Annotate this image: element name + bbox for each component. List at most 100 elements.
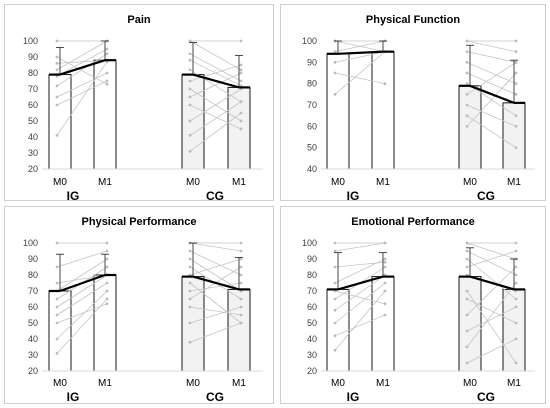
bar (502, 288, 526, 372)
individual-point (105, 257, 109, 261)
chart-panel-physical-function: Physical Function 40 50 60 70 80 90 100 M0 M1 IG M0… (280, 4, 546, 201)
group-label: IG (347, 390, 360, 403)
individual-point (514, 241, 518, 245)
y-tick-label: 50 (28, 318, 38, 328)
bar (371, 51, 395, 170)
group-label: IG (67, 189, 80, 200)
individual-point (465, 124, 469, 128)
individual-point (239, 313, 243, 317)
individual-line (189, 72, 242, 98)
individual-point (239, 273, 243, 277)
individual-point (188, 321, 192, 325)
y-tick-label: 60 (28, 100, 38, 110)
individual-point (333, 321, 337, 325)
y-tick-label: 40 (307, 334, 317, 344)
individual-line (56, 72, 108, 98)
individual-line (189, 306, 242, 324)
mean-line (192, 275, 240, 291)
individual-point (383, 241, 387, 245)
individual-point (333, 60, 337, 64)
y-tick-label: 40 (28, 334, 38, 344)
individual-line (189, 306, 242, 316)
individual-point (188, 103, 192, 107)
individual-line (56, 40, 108, 71)
individual-point (514, 281, 518, 285)
individual-point (239, 241, 243, 245)
x-tick-label: M0 (53, 378, 67, 389)
individual-point (465, 361, 469, 365)
individual-line (466, 250, 517, 276)
individual-point (105, 297, 109, 301)
group-label: CG (206, 189, 224, 200)
individual-line (56, 56, 108, 85)
individual-point (188, 87, 192, 91)
y-tick-label: 70 (28, 286, 38, 296)
individual-point (383, 281, 387, 285)
individual-point (383, 313, 387, 317)
individual-point (514, 60, 518, 64)
individual-line (466, 242, 517, 260)
individual-point (333, 92, 337, 96)
individual-point (514, 297, 518, 301)
individual-line (56, 59, 108, 64)
individual-point (514, 361, 518, 365)
individual-point (383, 302, 387, 306)
individual-point (514, 265, 518, 269)
individual-line (466, 40, 517, 53)
individual-line (56, 282, 108, 316)
individual-point (465, 82, 469, 86)
x-tick-label: M1 (98, 378, 112, 389)
individual-point (55, 265, 59, 269)
individual-point (188, 39, 192, 43)
y-tick-label: 100 (302, 36, 317, 46)
individual-point (383, 289, 387, 293)
individual-line (56, 290, 108, 340)
individual-point (383, 257, 387, 261)
individual-point (465, 297, 469, 301)
x-tick-label: M0 (331, 177, 345, 188)
individual-point (514, 50, 518, 54)
individual-point (55, 305, 59, 309)
individual-point (55, 103, 59, 107)
individual-point (239, 100, 243, 104)
y-tick-label: 80 (28, 270, 38, 280)
individual-point (465, 289, 469, 293)
x-tick-label: M1 (232, 177, 246, 188)
x-tick-label: M1 (376, 378, 390, 389)
individual-point (188, 340, 192, 344)
individual-point (188, 305, 192, 309)
individual-point (333, 348, 337, 352)
individual-point (465, 114, 469, 118)
individual-point (239, 305, 243, 309)
y-tick-label: 90 (307, 57, 317, 67)
individual-point (383, 265, 387, 269)
individual-point (239, 79, 243, 83)
individual-point (105, 249, 109, 253)
individual-line (466, 338, 517, 364)
y-tick-label: 100 (23, 238, 38, 248)
y-tick-label: 90 (307, 254, 317, 264)
bar (227, 288, 251, 372)
x-tick-label: M1 (507, 177, 521, 188)
x-tick-label: M1 (98, 177, 112, 188)
individual-line (466, 115, 517, 149)
y-tick-label: 40 (307, 164, 317, 174)
individual-line (334, 282, 386, 324)
individual-line (466, 290, 517, 364)
individual-point (514, 273, 518, 277)
individual-line (334, 274, 386, 311)
chart-title: Pain (127, 14, 151, 26)
individual-point (105, 302, 109, 306)
individual-point (333, 71, 337, 75)
individual-point (333, 308, 337, 312)
individual-point (514, 305, 518, 309)
y-tick-label: 60 (307, 302, 317, 312)
group-label: CG (477, 189, 495, 200)
individual-line (56, 258, 108, 292)
group-label: IG (347, 189, 360, 200)
individual-line (189, 101, 242, 136)
individual-point (465, 50, 469, 54)
individual-line (56, 298, 108, 354)
mean-line (469, 275, 515, 291)
group-label: CG (477, 390, 495, 403)
